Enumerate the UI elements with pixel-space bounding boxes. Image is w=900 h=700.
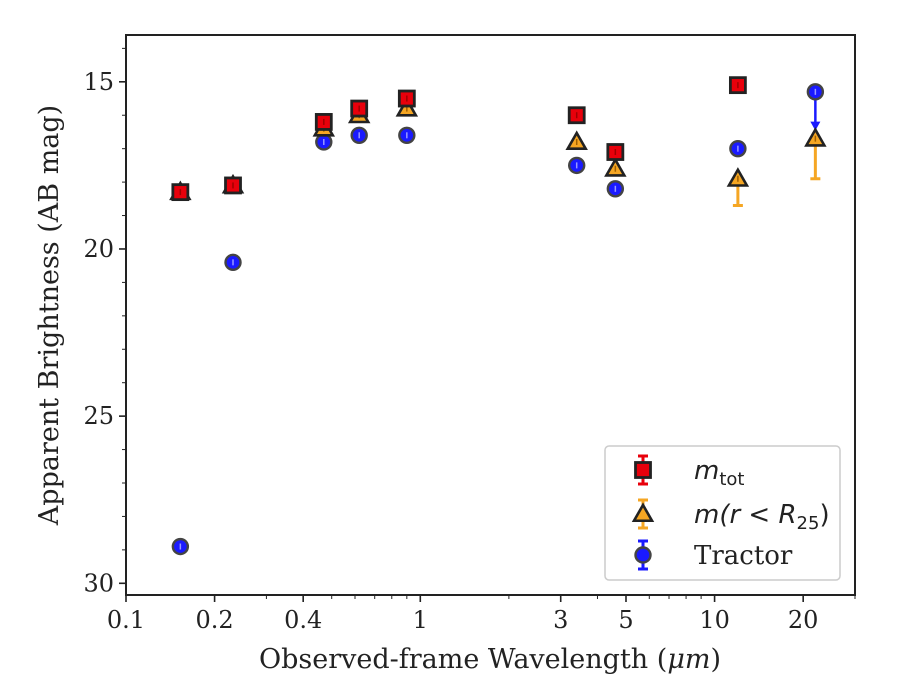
legend: mtot m(r < R25) Tractor [604,445,841,581]
x-tick-label: 10 [699,606,730,634]
y-axis-title: Apparent Brightness (AB mag) [34,105,65,526]
legend-label: mtot [694,456,744,490]
legend-marker [634,546,652,564]
x-axis-title: Observed-frame Wavelength (μm) [259,644,721,675]
data-markers [169,76,827,556]
legend-box [604,445,841,581]
x-tick-label: 20 [788,606,819,634]
x-axis: 0.1 0.2 0.4 1 3 5 10 20 [107,595,856,634]
y-axis: 15 20 25 30 [83,47,126,597]
legend-label: m(r < R25) [694,500,830,534]
y-tick-label: 20 [83,235,114,263]
y-tick-label: 15 [83,68,114,96]
x-tick-label: 0.4 [284,606,322,634]
upper-limit-arrowhead [810,121,821,131]
x-tick-label: 3 [553,606,568,634]
y-tick-label: 25 [83,402,114,430]
x-tick-label: 0.1 [107,606,145,634]
x-tick-label: 1 [413,606,428,634]
y-tick-label: 30 [83,569,114,597]
legend-marker [634,461,652,479]
x-tick-label: 0.2 [196,606,234,634]
legend-label: Tractor [694,541,793,571]
x-tick-label: 5 [618,606,633,634]
legend-marker [631,502,655,523]
